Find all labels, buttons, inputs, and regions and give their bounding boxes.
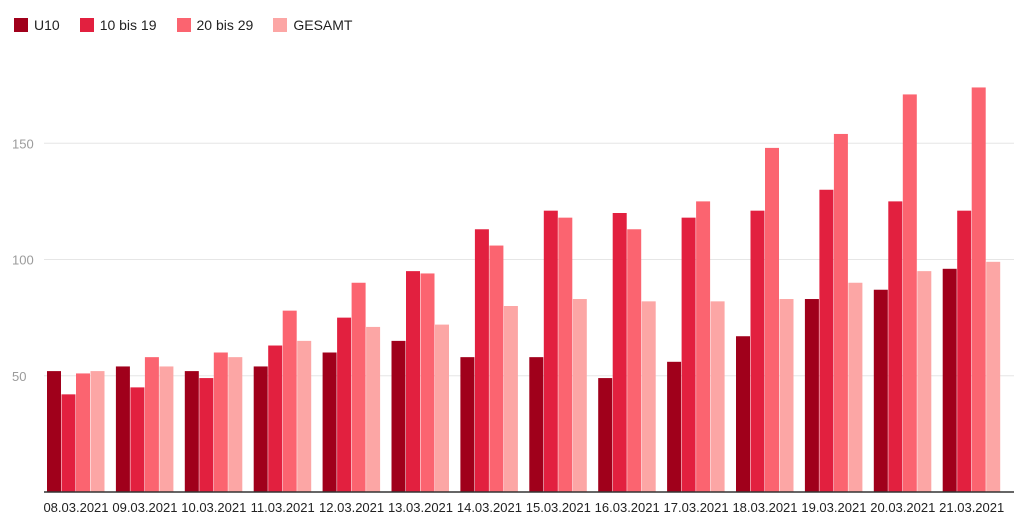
bar [90,371,105,492]
y-tick-label: 100 [12,253,34,268]
bar [696,201,711,493]
bar [297,340,312,493]
legend-item: U10 [14,17,60,33]
x-tick-label: 15.03.2021 [526,500,591,515]
bar [529,357,544,492]
bar [572,299,587,492]
bar [598,378,613,492]
bar [115,366,130,492]
bar [47,371,61,492]
bar [159,366,174,492]
bar [489,245,504,492]
bar [917,271,932,493]
bar [130,387,145,493]
bar [213,352,228,492]
bar [366,326,381,492]
bar [819,189,834,492]
bar [873,289,888,492]
bar [282,310,297,492]
bar [957,210,972,493]
bar [902,94,917,493]
legend: U10 10 bis 19 20 bis 29 GESAMT [14,17,372,33]
bar [228,357,243,492]
bar [804,299,819,492]
bar [253,366,268,492]
bar [779,299,794,492]
x-tick-label: 21.03.2021 [939,500,1004,515]
bar [184,371,199,492]
legend-item: 20 bis 29 [176,17,254,33]
x-tick-label: 20.03.2021 [870,500,935,515]
legend-item: GESAMT [273,17,352,33]
legend-item: 10 bis 19 [79,17,157,33]
bar [543,210,558,493]
bar [833,133,848,492]
bar [322,352,337,492]
bar [942,268,957,492]
bar [351,282,366,492]
x-tick-label: 19.03.2021 [801,500,866,515]
bar [888,201,903,493]
x-tick-label: 18.03.2021 [732,500,797,515]
bar [474,229,489,492]
y-tick-label: 50 [12,369,26,384]
legend-swatch [14,18,28,32]
bar [435,324,449,492]
bar [391,340,406,493]
legend-label: U10 [34,17,60,33]
bar [61,394,76,492]
x-tick-label: 12.03.2021 [319,500,384,515]
bar [667,361,682,492]
legend-swatch [176,18,191,32]
bar [337,317,352,493]
x-tick-label: 16.03.2021 [595,500,660,515]
bar [612,213,627,492]
bar [848,282,863,492]
bar [76,373,90,492]
bar [986,261,1001,492]
legend-label: 20 bis 29 [196,17,254,33]
x-tick-label: 17.03.2021 [664,500,729,515]
x-tick-label: 13.03.2021 [388,500,453,515]
bar [681,217,696,492]
bar [627,229,642,492]
legend-swatch [79,18,94,32]
x-tick-label: 11.03.2021 [251,500,315,515]
x-tick-label: 14.03.2021 [457,500,522,515]
legend-swatch [273,18,288,32]
bar [199,378,214,492]
bar [750,210,765,493]
bar [420,273,435,492]
bar [736,336,750,492]
bar [268,345,283,492]
bar [558,217,573,492]
legend-label: GESAMT [293,17,353,33]
x-tick-label: 09.03.2021 [112,500,177,515]
y-tick-label: 150 [12,136,34,151]
bar [710,301,725,492]
bar [971,87,986,492]
bar [765,147,779,492]
bar [503,306,518,492]
bar [144,357,159,492]
bar [460,357,475,492]
x-tick-label: 10.03.2021 [181,500,246,515]
legend-label: 10 bis 19 [99,17,157,33]
bar [641,301,656,492]
bar [406,271,420,493]
x-tick-label: 08.03.2021 [43,500,108,515]
